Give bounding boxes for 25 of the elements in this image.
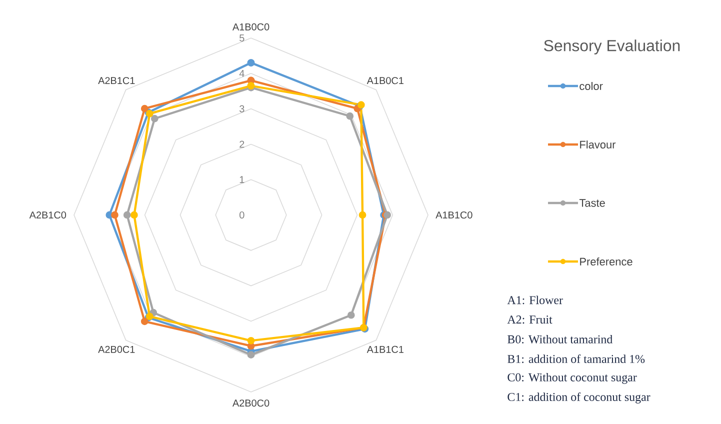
text: B0: Without tamarind — [508, 334, 613, 344]
y-tick-label: 0 — [240, 211, 244, 219]
text: C1: addition of coconut sugar — [508, 392, 650, 404]
y-tick-label: 1 — [240, 176, 244, 184]
spoke-label: A1B0C0 — [232, 23, 270, 30]
text: A1: Flower — [507, 296, 563, 304]
spoke-label: A1B1C1 — [366, 346, 404, 353]
y-tick-label: 4 — [239, 70, 244, 77]
spoke-label: A2B0C1 — [98, 346, 135, 353]
y-tick-label: 3 — [239, 105, 244, 112]
text: A2: Fruit — [507, 316, 552, 324]
spoke-label: A2B0C0 — [232, 400, 270, 407]
text: B1: addition of tamarind 1% — [508, 354, 645, 364]
spoke-label: A1B0C1 — [366, 77, 404, 84]
legend-label: Preference — [580, 257, 632, 266]
legend-label: color — [580, 82, 603, 90]
y-tick-label: 2 — [240, 140, 244, 148]
y-tick-label: 5 — [240, 34, 244, 42]
spoke-label: A2B1C0 — [29, 211, 66, 219]
legend-label: Flavour — [580, 140, 616, 149]
legend-label: Taste — [579, 199, 605, 207]
text: Sensory Evaluation — [544, 40, 680, 54]
spoke-label: A2B1C1 — [98, 77, 135, 84]
text: C0: Without coconut sugar — [508, 372, 637, 384]
spoke-label: A1B1C0 — [436, 211, 472, 219]
